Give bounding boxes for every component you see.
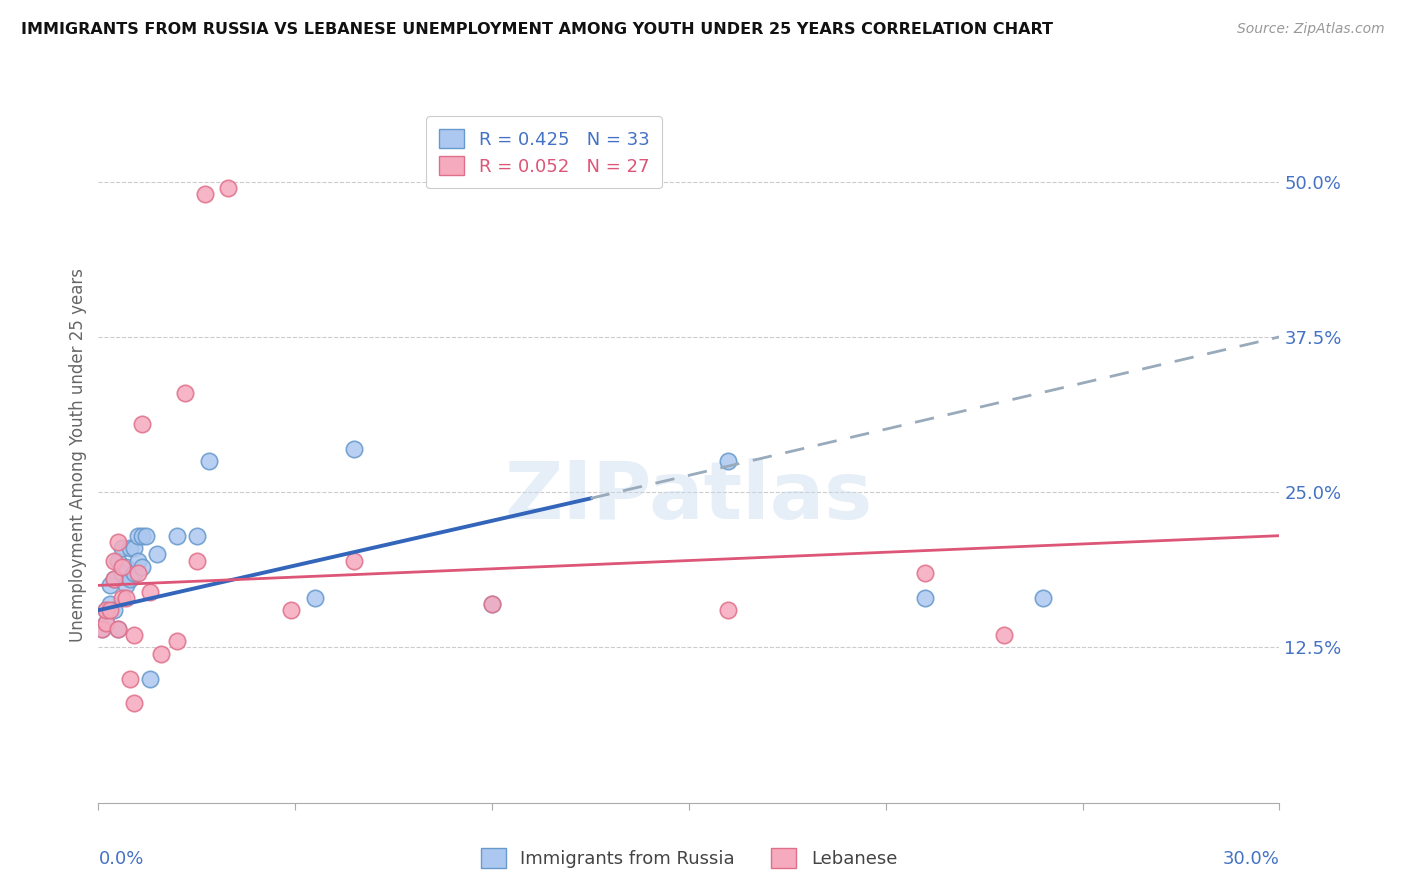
- Text: Source: ZipAtlas.com: Source: ZipAtlas.com: [1237, 22, 1385, 37]
- Point: [118, 672, 141, 686]
- Point: [96, 603, 118, 617]
- Point: [115, 591, 138, 605]
- Point: [103, 572, 125, 586]
- Point: [194, 187, 217, 202]
- Point: [96, 615, 118, 630]
- Point: [131, 559, 153, 574]
- Point: [127, 566, 149, 580]
- Text: 0.0%: 0.0%: [98, 850, 143, 868]
- Point: [111, 591, 134, 605]
- Text: 30.0%: 30.0%: [1223, 850, 1279, 868]
- Point: [717, 454, 740, 468]
- Point: [217, 181, 239, 195]
- Point: [118, 541, 141, 555]
- Point: [115, 578, 138, 592]
- Point: [103, 572, 125, 586]
- Point: [166, 529, 188, 543]
- Point: [304, 591, 326, 605]
- Point: [103, 603, 125, 617]
- Point: [118, 572, 141, 586]
- Point: [166, 634, 188, 648]
- Point: [914, 566, 936, 580]
- Point: [107, 622, 129, 636]
- Point: [146, 547, 169, 561]
- Y-axis label: Unemployment Among Youth under 25 years: Unemployment Among Youth under 25 years: [69, 268, 87, 642]
- Point: [111, 566, 134, 580]
- Point: [103, 553, 125, 567]
- Point: [280, 603, 302, 617]
- Point: [138, 672, 160, 686]
- Point: [107, 553, 129, 567]
- Point: [993, 628, 1015, 642]
- Point: [481, 597, 503, 611]
- Point: [186, 553, 208, 567]
- Point: [115, 559, 138, 574]
- Point: [98, 603, 121, 617]
- Point: [131, 529, 153, 543]
- Text: IMMIGRANTS FROM RUSSIA VS LEBANESE UNEMPLOYMENT AMONG YOUTH UNDER 25 YEARS CORRE: IMMIGRANTS FROM RUSSIA VS LEBANESE UNEMP…: [21, 22, 1053, 37]
- Point: [122, 566, 145, 580]
- Point: [107, 535, 129, 549]
- Point: [131, 417, 153, 431]
- Point: [127, 553, 149, 567]
- Point: [343, 442, 366, 456]
- Point: [122, 541, 145, 555]
- Point: [150, 647, 173, 661]
- Point: [96, 615, 118, 630]
- Point: [138, 584, 160, 599]
- Point: [122, 697, 145, 711]
- Legend: Immigrants from Russia, Lebanese: Immigrants from Russia, Lebanese: [471, 839, 907, 877]
- Point: [107, 622, 129, 636]
- Point: [98, 597, 121, 611]
- Point: [186, 529, 208, 543]
- Point: [96, 603, 118, 617]
- Point: [91, 622, 114, 636]
- Point: [127, 529, 149, 543]
- Point: [91, 622, 114, 636]
- Point: [343, 553, 366, 567]
- Text: ZIPatlas: ZIPatlas: [505, 458, 873, 536]
- Point: [98, 578, 121, 592]
- Point: [914, 591, 936, 605]
- Point: [481, 597, 503, 611]
- Point: [1032, 591, 1054, 605]
- Point: [111, 559, 134, 574]
- Point: [122, 628, 145, 642]
- Point: [135, 529, 157, 543]
- Point: [111, 541, 134, 555]
- Point: [174, 385, 197, 400]
- Point: [197, 454, 219, 468]
- Point: [717, 603, 740, 617]
